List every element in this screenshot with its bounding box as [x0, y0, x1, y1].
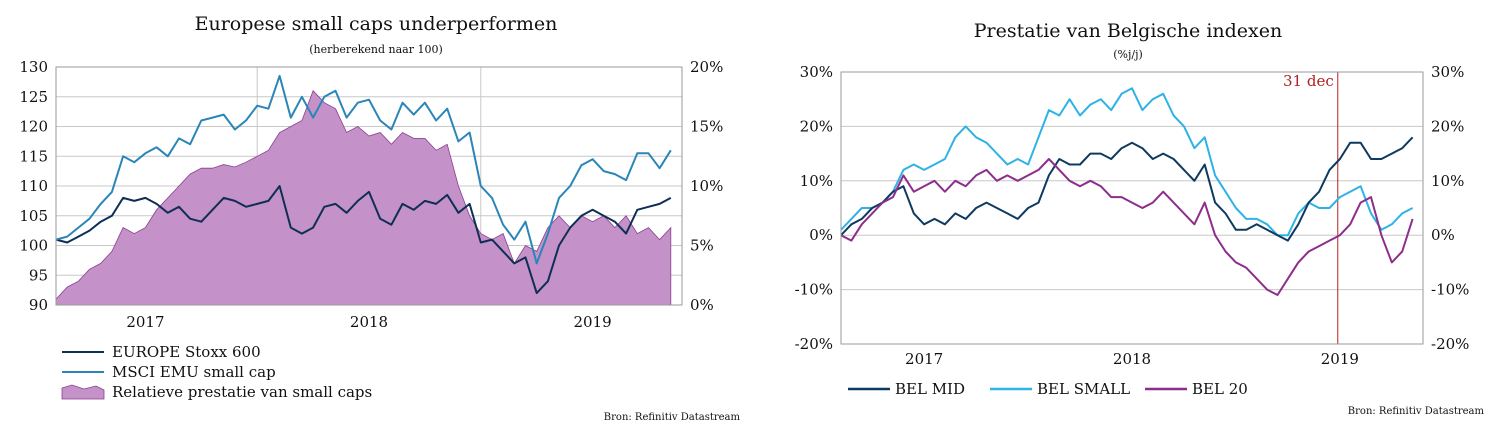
left-y-tick-label: 100: [19, 237, 48, 255]
right-y-right-tick-label: 30%: [1431, 63, 1464, 81]
legend-label: BEL SMALL: [1037, 380, 1130, 398]
msci-emu-small-cap-line: [55, 74, 672, 265]
left-y-axis-left: 130 125 120 115 110 105 100 95 90: [19, 58, 48, 314]
right-chart: Prestatie van Belgische indexen (%j/j) 3…: [795, 20, 1485, 417]
left-x-tick-label: 2018: [350, 313, 388, 331]
left-y-tick-label: 120: [19, 118, 48, 136]
legend-label: EUROPE Stoxx 600: [112, 343, 261, 361]
left-source-note: Bron: Refinitiv Datastream: [604, 412, 741, 423]
right-y-right-tick-label: 20%: [1431, 117, 1464, 135]
relative-performance-area: [55, 90, 672, 306]
dec31-marker-label: 31 dec: [1283, 72, 1334, 90]
left-y-tick-label: 90: [29, 296, 48, 314]
right-y-tick-label: 0%: [809, 226, 833, 244]
right-y-right-tick-label: 0%: [1431, 226, 1455, 244]
left-plot-frame: [55, 66, 683, 306]
right-y-right-tick-label: -20%: [1431, 335, 1469, 353]
right-x-tick-label: 2018: [1113, 350, 1151, 368]
right-series-lines: [840, 87, 1414, 296]
left-relative-area: [55, 90, 672, 306]
right-gridlines: [841, 71, 1423, 345]
right-x-tick-label: 2019: [1321, 350, 1359, 368]
left-y-axis-right: 20% 15% 10% 5% 0%: [690, 58, 723, 314]
left-y-tick-label: 130: [19, 58, 48, 76]
left-x-tick-label: 2019: [573, 313, 611, 331]
right-chart-subtitle: (%j/j): [1113, 48, 1143, 61]
left-x-tick-label: 2017: [126, 313, 164, 331]
right-y-tick-label: 10%: [800, 172, 833, 190]
legend-swatch-area: [61, 384, 105, 400]
right-y-tick-label: -20%: [795, 335, 833, 353]
right-y-tick-label: 30%: [800, 63, 833, 81]
bel-mid-line: [840, 136, 1414, 242]
legend-label: BEL 20: [1192, 380, 1248, 398]
left-y-tick-label: 105: [19, 207, 48, 225]
legend-label: Relatieve prestatie van small caps: [112, 383, 372, 401]
bel20-line: [840, 158, 1414, 296]
right-x-axis: 2017 2018 2019: [905, 350, 1359, 368]
legend-label: BEL MID: [895, 380, 965, 398]
left-y-right-tick-label: 10%: [690, 177, 723, 195]
left-series-lines: [55, 74, 672, 295]
bel-small-line: [840, 87, 1414, 237]
legend-label: MSCI EMU small cap: [112, 363, 276, 381]
left-y-tick-label: 95: [29, 266, 48, 284]
right-x-tick-label: 2017: [905, 350, 943, 368]
right-date-marker: 31 dec: [1283, 72, 1339, 344]
right-source-note: Bron: Refinitiv Datastream: [1348, 406, 1485, 417]
stoxx600-line: [55, 185, 672, 295]
left-y-tick-label: 115: [19, 147, 48, 165]
left-y-right-tick-label: 5%: [690, 237, 714, 255]
left-chart: Europese small caps underperformen (herb…: [19, 13, 740, 423]
left-y-right-tick-label: 0%: [690, 296, 714, 314]
left-legend: EUROPE Stoxx 600 MSCI EMU small cap Relati…: [61, 343, 372, 401]
right-y-tick-label: 20%: [800, 117, 833, 135]
right-plot-frame: [840, 71, 1424, 345]
right-y-right-tick-label: 10%: [1431, 172, 1464, 190]
left-y-tick-label: 110: [19, 177, 48, 195]
left-chart-title: Europese small caps underperformen: [195, 13, 558, 35]
left-x-axis: 2017 2018 2019: [126, 313, 611, 331]
left-y-right-tick-label: 20%: [690, 58, 723, 76]
right-y-axis-right: 30% 20% 10% 0% -10% -20%: [1431, 63, 1469, 353]
left-chart-subtitle: (herberekend naar 100): [309, 43, 443, 56]
left-y-right-tick-label: 15%: [690, 118, 723, 136]
right-legend: BEL MID BEL SMALL BEL 20: [848, 380, 1248, 398]
right-y-tick-label: -10%: [795, 281, 833, 299]
left-y-tick-label: 125: [19, 88, 48, 106]
right-y-axis-left: 30% 20% 10% 0% -10% -20%: [795, 63, 833, 353]
right-y-right-tick-label: -10%: [1431, 281, 1469, 299]
right-chart-title: Prestatie van Belgische indexen: [974, 20, 1283, 42]
